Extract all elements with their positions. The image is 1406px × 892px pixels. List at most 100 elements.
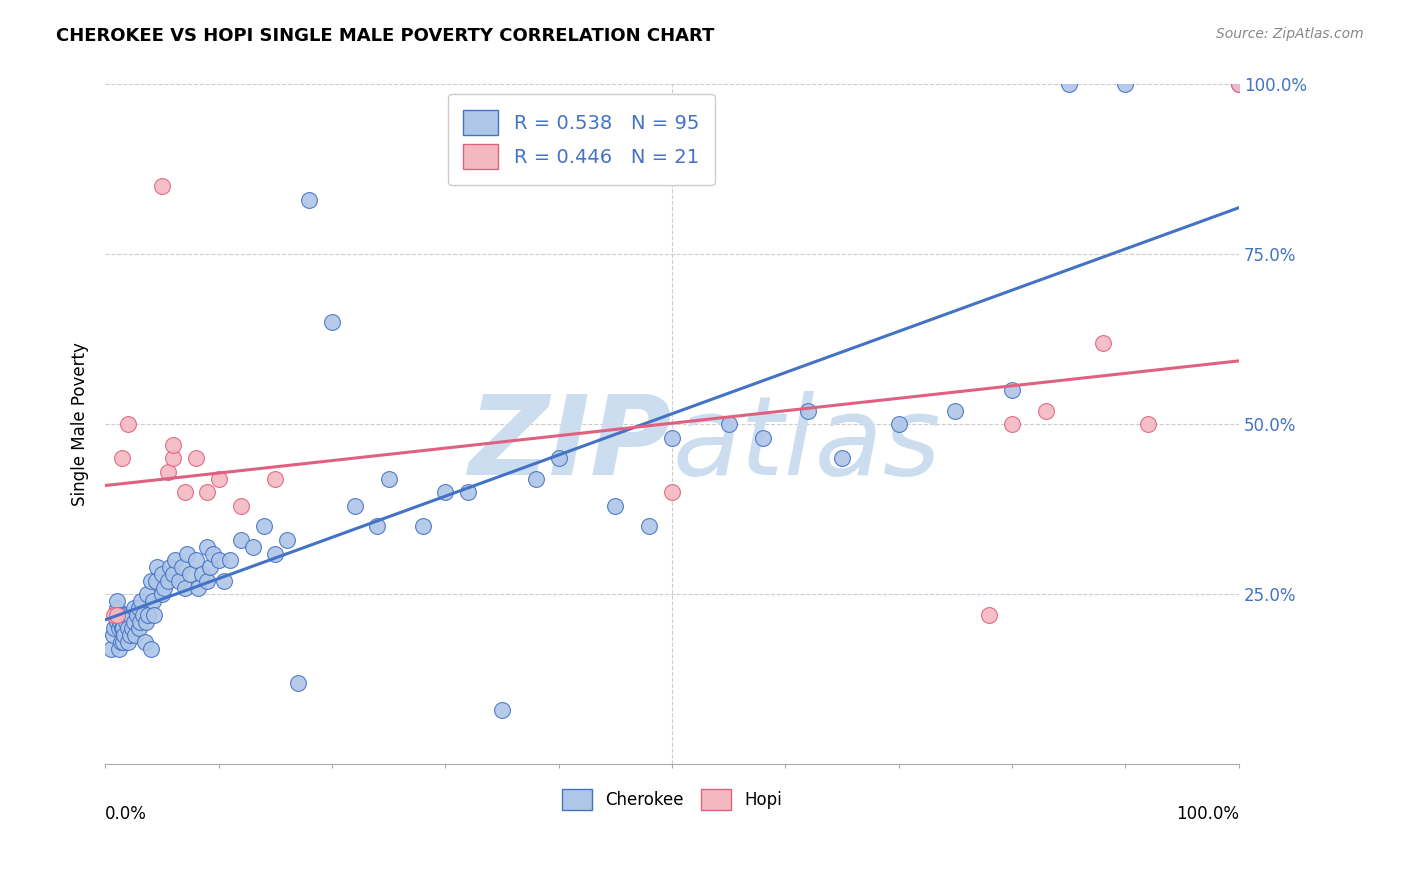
Point <box>162 438 184 452</box>
Point <box>139 574 162 588</box>
Point <box>253 519 276 533</box>
Point <box>146 560 169 574</box>
Point <box>136 587 159 601</box>
Point <box>524 472 547 486</box>
Point <box>661 485 683 500</box>
Point <box>108 641 131 656</box>
Point <box>128 621 150 635</box>
Point <box>111 621 134 635</box>
Point <box>605 499 627 513</box>
Point <box>129 615 152 629</box>
Text: atlas: atlas <box>672 392 941 499</box>
Point <box>135 615 157 629</box>
Point <box>139 641 162 656</box>
Point <box>125 607 148 622</box>
Point <box>101 628 124 642</box>
Text: ZIP: ZIP <box>468 392 672 499</box>
Point <box>150 587 173 601</box>
Point <box>114 628 136 642</box>
Point <box>195 485 218 500</box>
Point <box>264 547 287 561</box>
Point <box>117 635 139 649</box>
Point <box>547 451 569 466</box>
Point <box>150 566 173 581</box>
Point <box>117 417 139 432</box>
Point <box>184 451 207 466</box>
Point <box>434 485 457 500</box>
Point <box>195 574 218 588</box>
Point <box>162 566 184 581</box>
Point <box>142 607 165 622</box>
Point <box>124 628 146 642</box>
Point <box>276 533 298 547</box>
Point <box>105 607 128 622</box>
Point <box>1001 417 1024 432</box>
Point <box>117 621 139 635</box>
Point <box>111 451 134 466</box>
Point <box>103 621 125 635</box>
Point <box>167 574 190 588</box>
Point <box>321 315 343 329</box>
Point <box>112 635 135 649</box>
Point <box>242 540 264 554</box>
Point <box>176 547 198 561</box>
Text: 100.0%: 100.0% <box>1175 805 1239 823</box>
Point <box>120 628 142 642</box>
Point <box>150 179 173 194</box>
Point <box>831 451 853 466</box>
Point <box>187 581 209 595</box>
Point <box>207 553 229 567</box>
Point <box>173 581 195 595</box>
Legend: Cherokee, Hopi: Cherokee, Hopi <box>555 782 789 817</box>
Point <box>412 519 434 533</box>
Point <box>105 615 128 629</box>
Text: 0.0%: 0.0% <box>105 805 148 823</box>
Point <box>887 417 910 432</box>
Point <box>1035 403 1057 417</box>
Point <box>190 566 212 581</box>
Text: CHEROKEE VS HOPI SINGLE MALE POVERTY CORRELATION CHART: CHEROKEE VS HOPI SINGLE MALE POVERTY COR… <box>56 27 714 45</box>
Point <box>264 472 287 486</box>
Point <box>114 615 136 629</box>
Point <box>131 607 153 622</box>
Point <box>156 574 179 588</box>
Point <box>156 465 179 479</box>
Point <box>128 601 150 615</box>
Point <box>153 581 176 595</box>
Point <box>172 560 194 574</box>
Point <box>108 607 131 622</box>
Point <box>231 533 253 547</box>
Point <box>145 574 167 588</box>
Point <box>212 574 235 588</box>
Point <box>491 703 513 717</box>
Point <box>100 641 122 656</box>
Point <box>231 499 253 513</box>
Point <box>366 519 388 533</box>
Point <box>120 607 142 622</box>
Point <box>219 553 242 567</box>
Point <box>122 615 145 629</box>
Point <box>298 193 321 207</box>
Y-axis label: Single Male Poverty: Single Male Poverty <box>72 343 89 507</box>
Point <box>1227 78 1250 92</box>
Point <box>134 635 156 649</box>
Point <box>142 594 165 608</box>
Point <box>105 594 128 608</box>
Point <box>179 566 201 581</box>
Point <box>173 485 195 500</box>
Point <box>131 594 153 608</box>
Point <box>136 607 159 622</box>
Point <box>112 621 135 635</box>
Point <box>945 403 967 417</box>
Point <box>1057 78 1080 92</box>
Point <box>114 607 136 622</box>
Point <box>1114 78 1136 92</box>
Point <box>159 560 181 574</box>
Point <box>105 601 128 615</box>
Point <box>184 553 207 567</box>
Point <box>121 621 143 635</box>
Point <box>105 607 128 622</box>
Point <box>979 607 1001 622</box>
Point <box>108 621 131 635</box>
Point <box>457 485 479 500</box>
